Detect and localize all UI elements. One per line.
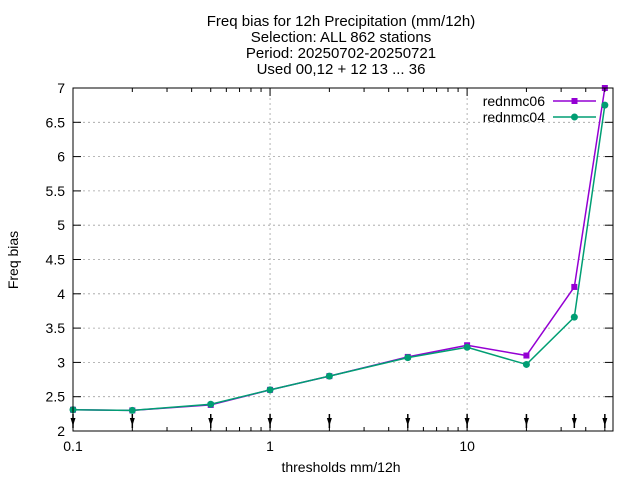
- threshold-marker-arrow: [326, 418, 332, 426]
- series: [69, 85, 609, 414]
- y-tick-label: 5.5: [46, 183, 66, 199]
- grid: [73, 88, 613, 431]
- y-tick-label: 4: [57, 286, 65, 302]
- y-tick-label: 3: [57, 354, 65, 370]
- legend-marker-rednmc06: [571, 98, 578, 104]
- title-line: Freq bias for 12h Precipitation (mm/12h): [207, 13, 475, 30]
- y-tick-label: 6: [57, 149, 65, 165]
- y-tick-label: 2.5: [46, 389, 66, 405]
- data-point-rednmc04: [128, 406, 136, 414]
- legend-marker-rednmc04: [571, 113, 578, 121]
- legend-label-rednmc04: rednmc04: [483, 109, 545, 125]
- data-point-rednmc04: [207, 400, 215, 408]
- y-axis-label: Freq bias: [5, 231, 21, 289]
- x-axis-label: thresholds mm/12h: [281, 459, 400, 475]
- data-point-rednmc04: [325, 372, 333, 380]
- title-line: Period: 20250702-20250721: [246, 45, 436, 62]
- threshold-marker-arrow: [464, 418, 470, 426]
- threshold-marker-arrow: [208, 418, 214, 426]
- threshold-marker-arrow: [523, 418, 529, 426]
- x-tick-label: 0.1: [63, 438, 83, 454]
- series-line-rednmc04: [72, 105, 606, 412]
- data-point-rednmc04: [463, 343, 471, 351]
- threshold-marker-arrow: [571, 418, 577, 426]
- threshold-marker-arrow: [129, 418, 135, 426]
- x-tick-label: 1: [266, 438, 274, 454]
- y-tick-label: 7: [57, 80, 65, 96]
- y-tick-label: 4.5: [46, 252, 66, 268]
- axis-ticks: 2 2.5 3 3.5 4 4.5 5 5.5 6 6.5 7 0.1 1 10: [46, 80, 613, 454]
- y-tick-label: 6.5: [46, 114, 66, 130]
- y-tick-label: 2: [57, 423, 65, 439]
- title-line: Used 00,12 + 12 13 ... 36: [257, 61, 426, 78]
- data-point-rednmc04: [404, 354, 412, 362]
- data-point-rednmc06: [571, 283, 578, 290]
- legend-label-rednmc06: rednmc06: [483, 93, 545, 109]
- threshold-marker-arrow: [602, 418, 608, 426]
- y-tick-label: 3.5: [46, 320, 66, 336]
- x-tick-label: 10: [459, 438, 475, 454]
- threshold-marker-arrow: [267, 418, 273, 426]
- threshold-markers: [70, 414, 608, 428]
- data-point-rednmc04: [570, 313, 578, 321]
- data-point-rednmc04: [522, 360, 530, 368]
- chart-title: Freq bias for 12h Precipitation (mm/12h)…: [207, 13, 475, 78]
- data-point-rednmc04: [601, 101, 609, 109]
- y-tick-label: 5: [57, 217, 65, 233]
- data-point-rednmc06: [523, 352, 530, 359]
- data-point-rednmc04: [266, 386, 274, 394]
- title-line: Selection: ALL 862 stations: [251, 29, 431, 46]
- threshold-marker-arrow: [405, 418, 411, 426]
